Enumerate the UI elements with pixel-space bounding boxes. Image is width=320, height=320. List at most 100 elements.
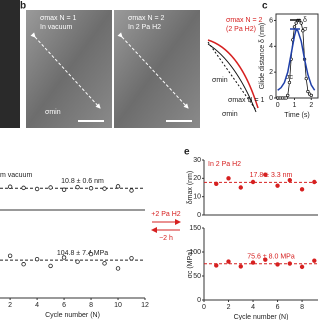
y-axis-label: σc (MPa) xyxy=(187,250,194,279)
point xyxy=(88,186,94,191)
marker xyxy=(304,76,308,81)
schematic-label: σmin xyxy=(212,77,228,84)
x-tick-label: 6 xyxy=(276,304,280,311)
point xyxy=(21,262,26,267)
partial-image xyxy=(0,0,20,128)
y-axis-label: δmax (nm) xyxy=(187,171,194,204)
point xyxy=(34,186,40,192)
x-tick-label: 2 xyxy=(227,304,231,311)
x-tick-label: 2 xyxy=(8,302,12,309)
arrow-label: −2 h xyxy=(159,235,173,242)
point xyxy=(61,255,67,260)
partial-label: m vacuum xyxy=(0,172,32,179)
point xyxy=(226,176,231,181)
x-axis-label: Time (s) xyxy=(284,112,309,119)
panel-label: e xyxy=(184,147,190,158)
point xyxy=(48,185,53,190)
annotation: 17.8 ± 3.3 nm xyxy=(250,172,293,179)
x-tick-label: 4 xyxy=(251,304,255,311)
x-axis-label: Cycle number (N) xyxy=(45,312,100,319)
point xyxy=(7,184,13,189)
panel-label: b xyxy=(20,1,26,12)
image-text: In vacuum xyxy=(40,24,72,31)
image-text: σmax N = 1 xyxy=(40,15,77,22)
image-text: σmax N = 2 xyxy=(128,15,165,22)
y-tick-label: 10 xyxy=(193,194,201,201)
x-tick-label: 8 xyxy=(300,304,304,311)
point xyxy=(115,266,121,271)
y-tick-label: 20 xyxy=(193,175,201,182)
y-tick-label: 2 xyxy=(269,69,273,76)
y-tick-label: 50 xyxy=(193,273,201,280)
image-text: In 2 Pa H2 xyxy=(128,24,161,31)
marker xyxy=(287,80,292,85)
y-tick-label: 0 xyxy=(197,212,201,219)
point xyxy=(238,185,243,190)
curve xyxy=(207,41,257,111)
point xyxy=(275,262,280,267)
point xyxy=(214,263,219,268)
panel-label: c xyxy=(262,1,268,12)
point xyxy=(312,258,317,263)
x-tick-label: 12 xyxy=(141,302,149,309)
x-tick-label: 2 xyxy=(309,102,313,109)
image-text: σmin xyxy=(45,109,61,116)
point xyxy=(7,253,13,258)
arrow xyxy=(117,32,189,109)
annotation: 75.6 ± 8.0 MPa xyxy=(247,254,295,261)
frame xyxy=(275,13,319,99)
legend-label: δ xyxy=(303,17,307,24)
point xyxy=(129,256,134,261)
point xyxy=(263,172,268,177)
marker xyxy=(292,25,297,29)
point xyxy=(21,185,26,191)
y-tick-label: 0 xyxy=(269,95,273,102)
schematic-label: σmin xyxy=(222,111,238,118)
point xyxy=(250,179,256,185)
x-tick-label: 10 xyxy=(114,302,122,309)
x-tick-label: 0 xyxy=(202,304,206,311)
point xyxy=(129,188,134,193)
y-tick-label: 150 xyxy=(189,225,201,232)
legend-label: σ xyxy=(303,26,308,33)
point xyxy=(299,187,305,192)
point xyxy=(88,251,94,257)
point xyxy=(214,181,219,187)
marker xyxy=(301,29,305,33)
point xyxy=(226,259,231,264)
point xyxy=(61,187,67,192)
point xyxy=(48,263,53,269)
marker xyxy=(284,96,288,100)
arrow-label: +2 Pa H2 xyxy=(151,211,180,218)
point xyxy=(34,256,40,262)
point xyxy=(75,184,80,190)
x-tick-label: 6 xyxy=(62,302,66,309)
point xyxy=(238,264,243,269)
y-tick-label: 30 xyxy=(193,157,201,164)
point xyxy=(287,261,293,266)
point xyxy=(312,179,317,185)
marker xyxy=(294,21,298,25)
y-tick-label: 4 xyxy=(269,43,273,50)
y-tick-label: 100 xyxy=(189,249,201,256)
x-tick-label: 4 xyxy=(35,302,39,309)
marker xyxy=(309,93,313,98)
point xyxy=(275,183,280,188)
marker xyxy=(306,89,310,94)
marker xyxy=(299,21,303,25)
x-tick-label: 8 xyxy=(89,302,93,309)
x-axis-label: Cycle number (N) xyxy=(234,314,289,320)
line xyxy=(277,28,316,91)
point xyxy=(115,184,121,189)
y-tick-label: 0 xyxy=(197,297,201,304)
point xyxy=(287,177,293,183)
annotation: 104.8 ± 7.4 MPa xyxy=(57,250,108,257)
y-axis-label: Glide distance δ (nm) xyxy=(259,23,266,90)
point xyxy=(263,257,268,262)
point xyxy=(102,261,107,266)
y-tick-label: 6 xyxy=(269,17,273,24)
annotation: 10.8 ± 0.6 nm xyxy=(61,178,104,185)
schematic-label: (2 Pa H2) xyxy=(226,26,256,33)
point xyxy=(250,260,256,265)
